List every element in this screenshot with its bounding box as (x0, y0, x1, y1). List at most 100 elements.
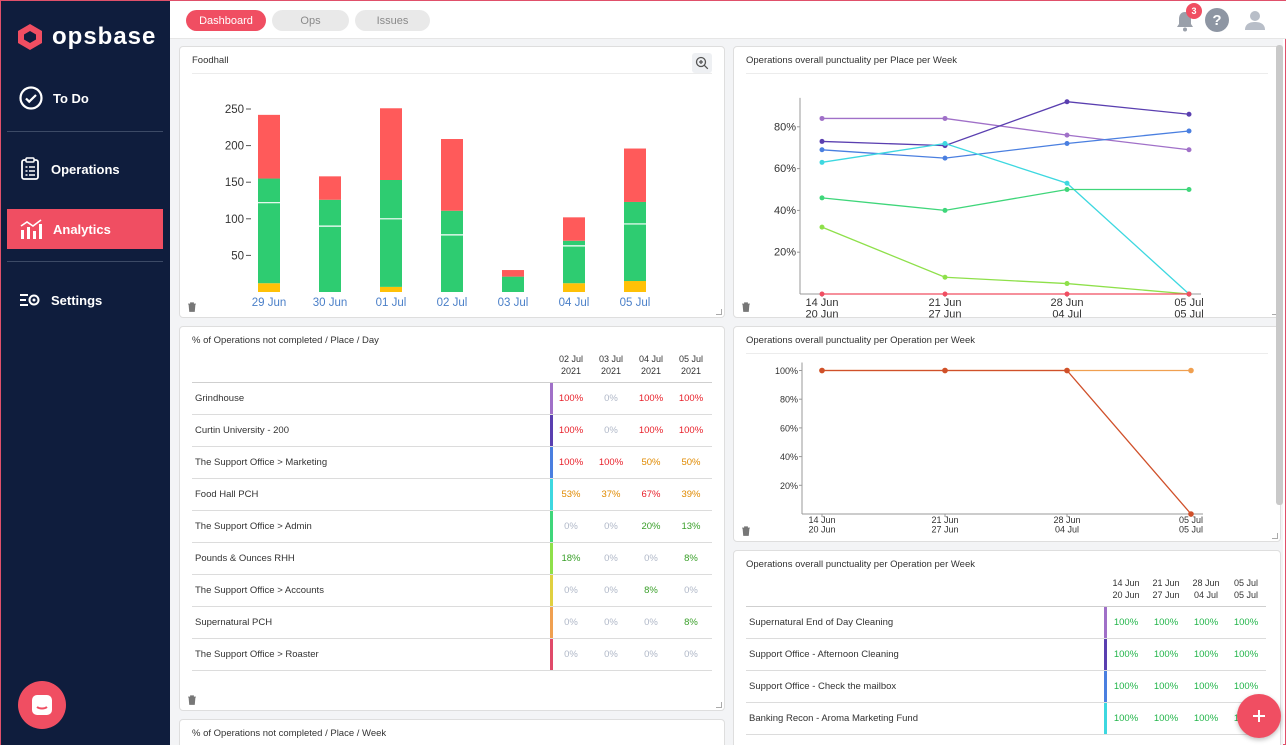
table-cell: 100% (558, 457, 584, 468)
resize-handle[interactable] (716, 702, 722, 708)
x-tick-label: 28 Jun (1053, 515, 1080, 525)
table-cell: 0% (644, 649, 658, 660)
row-label: Pounds & Ounces RHH (195, 553, 295, 564)
bar-segment (380, 286, 402, 292)
table-cell: 100% (1233, 681, 1259, 692)
trash-icon[interactable] (740, 525, 752, 537)
table-row[interactable]: Support Office - Check the mailbox 100% 10… (746, 671, 1266, 703)
table-row[interactable]: The Support Office > Accounts 0% 0% 8% 0% (192, 575, 712, 607)
help-button[interactable]: ? (1205, 8, 1229, 32)
card-title: Foodhall (192, 55, 229, 66)
data-point (819, 138, 825, 144)
table-cell: 100% (638, 425, 664, 436)
tab-ops[interactable]: Ops (272, 10, 349, 31)
x-tick-label: 04 Jul (1052, 309, 1081, 320)
row-label: Food Hall PCH (195, 489, 259, 500)
column-header[interactable]: 02 Jul 2021 (551, 353, 591, 377)
card-title: % of Operations not completed / Place / … (192, 335, 379, 346)
table-cell: 50% (641, 457, 661, 468)
tab-dashboard[interactable]: Dashboard (186, 10, 266, 31)
resize-handle[interactable] (716, 309, 722, 315)
sidebar-item-settings[interactable]: Settings (7, 280, 163, 320)
sidebar-item-todo[interactable]: To Do (7, 78, 163, 118)
table-row[interactable]: Grindhouse 100% 0% 100% 100% (192, 383, 712, 415)
column-header[interactable]: 04 Jul 2021 (631, 353, 671, 377)
app-logo[interactable]: opsbase (17, 23, 156, 51)
bar-segment (441, 139, 463, 211)
notification-badge: 3 (1186, 3, 1202, 19)
x-tick-label: 29 Jun (252, 297, 287, 309)
header-line: 05 Jul (1233, 590, 1259, 600)
resize-handle[interactable] (1272, 533, 1278, 539)
trash-icon[interactable] (740, 301, 752, 313)
column-header[interactable]: 05 Jul 2021 (671, 353, 711, 377)
y-tick-label: 20% (780, 481, 798, 491)
place-week-table-card: % of Operations not completed / Place / … (179, 719, 725, 745)
trash-icon[interactable] (186, 694, 198, 706)
table-cell: 100% (678, 393, 704, 404)
series-line (822, 369, 1192, 515)
data-point (1064, 99, 1070, 105)
table-row[interactable]: Pounds & Ounces RHH 18% 0% 0% 8% (192, 543, 712, 575)
plus-icon (1253, 710, 1265, 722)
table-cell: 39% (681, 489, 701, 500)
header-line: 20 Jun (1112, 590, 1140, 600)
op-week-chart-card: Operations overall punctuality per Opera… (733, 326, 1281, 542)
header-line: 21 Jun (1152, 578, 1180, 588)
row-color-bar (550, 415, 553, 446)
column-header[interactable]: 14 Jun 20 Jun (1106, 577, 1146, 601)
column-header[interactable]: 03 Jul 2021 (591, 353, 631, 377)
table-cell: 0% (644, 553, 658, 564)
series-line (821, 130, 1190, 159)
table-row[interactable]: Supernatural PCH 0% 0% 0% 8% (192, 607, 712, 639)
bar-segment (624, 281, 646, 292)
table-row[interactable]: Food Hall PCH 53% 37% 67% 39% (192, 479, 712, 511)
foodhall-bar-chart: 50 100 150 200 250 29 Jun 30 Jun 01 Jul 02 Jul 03… (225, 104, 651, 309)
column-header[interactable]: 21 Jun 27 Jun (1146, 577, 1186, 601)
series-line (821, 142, 1190, 295)
zoom-button[interactable] (692, 53, 712, 73)
table-row[interactable]: Curtin University - 200 100% 0% 100% 100% (192, 415, 712, 447)
place-day-card: % of Operations not completed / Place / … (179, 326, 725, 711)
table-cell: 8% (684, 553, 698, 564)
x-tick-label: 05 Jul (1174, 297, 1203, 309)
notifications-button[interactable]: 3 (1174, 3, 1202, 33)
chat-button[interactable] (18, 681, 66, 729)
table-row[interactable]: Banking Recon - Aroma Marketing Fund 100%… (746, 703, 1266, 735)
user-avatar-icon[interactable] (1243, 8, 1267, 32)
app-name: opsbase (52, 23, 157, 50)
row-color-bar (550, 447, 553, 478)
table-row[interactable]: Support Office - Afternoon Cleaning 100% 1… (746, 639, 1266, 671)
sidebar-item-operations[interactable]: Operations (7, 149, 163, 189)
table-cell: 0% (604, 425, 618, 436)
data-point (1064, 141, 1070, 147)
column-header[interactable]: 05 Jul 05 Jul (1226, 577, 1266, 601)
trash-icon[interactable] (186, 301, 198, 313)
row-label: Support Office - Afternoon Cleaning (749, 649, 899, 660)
table-row[interactable]: The Support Office > Roaster 0% 0% 0% 0% (192, 639, 712, 671)
data-point (942, 155, 948, 161)
table-row[interactable]: The Support Office > Admin 0% 0% 20% 13% (192, 511, 712, 543)
add-button[interactable] (1237, 694, 1281, 738)
card-title: Operations overall punctuality per Opera… (746, 559, 976, 570)
zoom-in-icon (695, 56, 709, 70)
x-tick-label: 20 Jun (805, 309, 838, 320)
table-row[interactable]: Supernatural End of Day Cleaning 100% 100%… (746, 607, 1266, 639)
row-label: Curtin University - 200 (195, 425, 289, 436)
table-row[interactable]: The Support Office > Marketing 100% 100% 50… (192, 447, 712, 479)
x-tick-label: 20 Jun (808, 525, 835, 535)
y-tick-label: 50 (231, 250, 244, 262)
top-bar: Dashboard Ops Issues 3 ? (170, 1, 1286, 39)
table-cell: 100% (1113, 681, 1139, 692)
sidebar-item-analytics[interactable]: Analytics (7, 209, 163, 249)
table-cell: 100% (1233, 617, 1259, 628)
clipboard-icon (21, 157, 39, 180)
data-point (819, 147, 825, 153)
scrollbar[interactable] (1276, 45, 1283, 505)
column-header[interactable]: 28 Jun 04 Jul (1186, 577, 1226, 601)
tab-issues[interactable]: Issues (355, 10, 430, 31)
header-line: 27 Jun (1152, 590, 1180, 600)
data-point (819, 159, 825, 165)
